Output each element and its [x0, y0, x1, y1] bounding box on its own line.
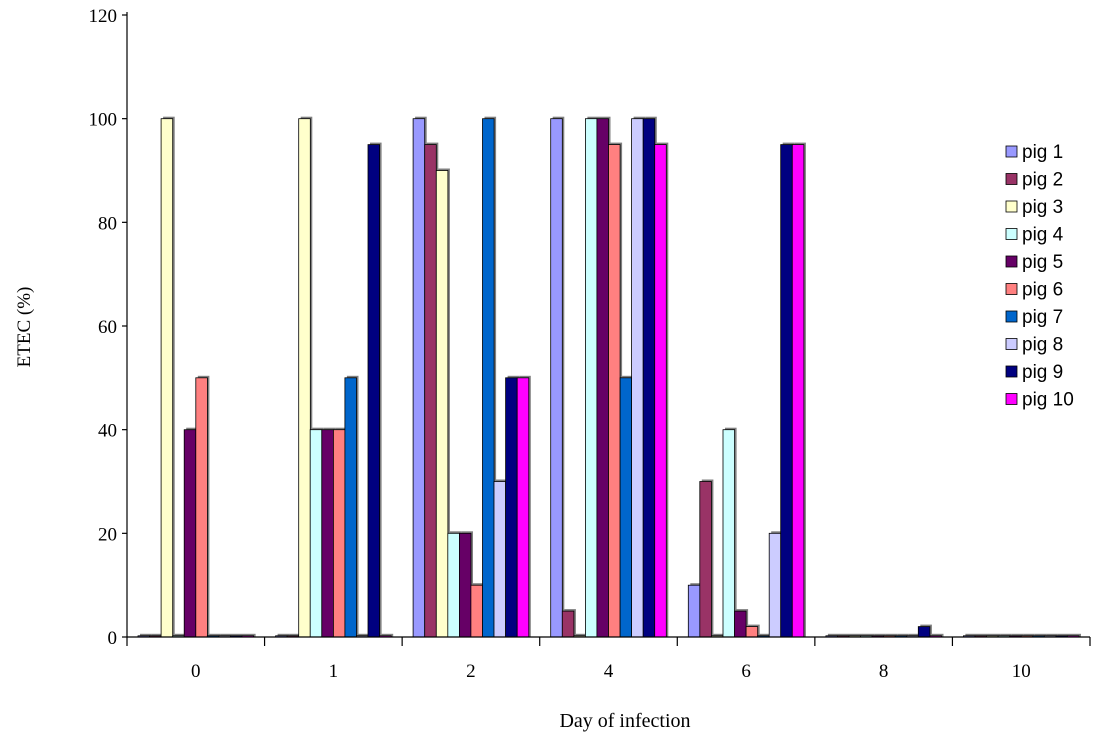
- legend-swatch: [1005, 145, 1018, 158]
- legend-swatch: [1005, 200, 1018, 213]
- legend-label: pig 10: [1022, 390, 1074, 411]
- legend-label: pig 9: [1022, 362, 1063, 383]
- bar-pig-4-day-6: [722, 429, 736, 638]
- bar-pig-5-day-0: [183, 429, 197, 638]
- legend-swatch: [1005, 338, 1018, 350]
- x-tick-label: 8: [879, 661, 889, 682]
- legend-swatch: [1005, 310, 1018, 323]
- bar-pig-4-day-1: [309, 429, 323, 638]
- bar-pig-9-day-4: [642, 118, 656, 638]
- legend-label: pig 1: [1022, 142, 1063, 163]
- bar-pig-8-day-6: [768, 532, 782, 638]
- y-tick-label: 20: [98, 524, 117, 545]
- bar-pig-6-day-6: [745, 626, 759, 638]
- legend-label: pig 5: [1022, 252, 1063, 273]
- legend-label: pig 2: [1022, 170, 1063, 191]
- x-tick-label: 2: [466, 661, 476, 682]
- plot-area: [137, 116, 1081, 638]
- legend-label: pig 3: [1022, 197, 1063, 218]
- legend-swatch: [1005, 393, 1018, 405]
- legend-swatch: [1005, 255, 1018, 268]
- legend-swatch: [1005, 283, 1018, 295]
- bar-pig-1-day-2: [412, 118, 426, 638]
- bar-pig-4-day-2: [447, 532, 460, 638]
- x-tick-label: 6: [741, 661, 751, 682]
- bar-pig-8-day-4: [631, 118, 644, 638]
- y-tick-label: 60: [98, 317, 117, 338]
- bar-pig-5-day-1: [321, 429, 334, 638]
- bar-pig-4-day-4: [585, 118, 598, 638]
- bar-pig-3-day-2: [435, 170, 449, 638]
- legend-swatch: [1005, 365, 1018, 378]
- bar-pig-3-day-0: [160, 118, 174, 638]
- bar-pig-9-day-8: [917, 626, 931, 638]
- bar-pig-9-day-2: [505, 377, 518, 638]
- bar-pig-6-day-2: [470, 584, 483, 638]
- bar-pig-6-day-0: [195, 377, 208, 638]
- bar-pig-2-day-6: [699, 481, 712, 638]
- bar-pig-1-day-4: [550, 118, 563, 638]
- x-axis-label: Day of infection: [559, 710, 690, 732]
- legend-label: pig 7: [1022, 307, 1063, 328]
- legend-label: pig 4: [1022, 225, 1064, 246]
- x-tick-label: 4: [604, 661, 614, 682]
- bar-pig-3-day-1: [298, 118, 311, 638]
- legend: pig 1 pig 2 pig 3 pig 4 pig 5 pig 6 pig 7 pig 8…: [1005, 142, 1074, 411]
- bar-pig-6-day-1: [332, 429, 346, 638]
- x-tick-label: 1: [329, 661, 339, 682]
- bar-pig-7-day-4: [619, 377, 633, 638]
- bar-pig-5-day-6: [734, 610, 747, 638]
- y-tick-label: 100: [89, 110, 118, 131]
- y-tick-label: 0: [108, 628, 118, 649]
- legend-swatch: [1005, 173, 1018, 185]
- bar-pig-10-day-6: [791, 144, 805, 638]
- bar-pig-6-day-4: [608, 144, 621, 638]
- y-tick-label: 120: [89, 6, 118, 27]
- bar-pig-9-day-1: [367, 144, 381, 638]
- bar-pig-1-day-6: [687, 584, 701, 638]
- x-tick-label: 10: [1012, 661, 1031, 682]
- bar-pig-2-day-2: [424, 144, 437, 638]
- bar-pig-7-day-2: [482, 118, 495, 638]
- axes: 0 20 40 60 80 100 120 0 1 2 4 6 8 10: [89, 6, 1091, 682]
- bar-pig-10-day-2: [516, 377, 530, 638]
- y-tick-label: 80: [98, 213, 117, 234]
- y-tick-label: 40: [98, 421, 117, 442]
- bar-pig-9-day-6: [780, 144, 793, 638]
- bar-pig-5-day-2: [458, 532, 472, 638]
- bar-pig-10-day-4: [654, 144, 667, 638]
- bar-pig-7-day-1: [344, 377, 357, 638]
- legend-label: pig 6: [1022, 280, 1063, 301]
- legend-label: pig 8: [1022, 335, 1063, 356]
- y-axis-label: ETEC (%): [14, 287, 35, 368]
- bar-pig-2-day-4: [561, 610, 575, 638]
- legend-swatch: [1005, 228, 1018, 240]
- bar-pig-5-day-4: [596, 118, 609, 638]
- x-tick-label: 0: [191, 661, 201, 682]
- bar-pig-8-day-2: [493, 481, 507, 638]
